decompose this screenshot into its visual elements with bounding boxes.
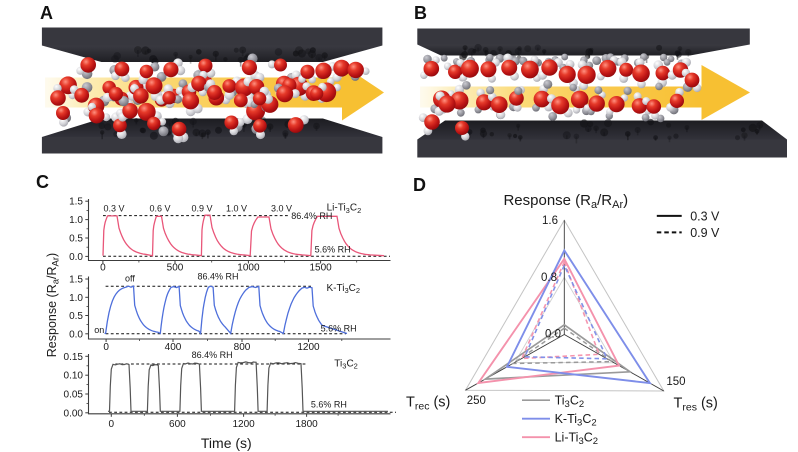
svg-text:0.5: 0.5	[69, 311, 83, 322]
svg-text:600: 600	[169, 419, 186, 430]
svg-text:1.0: 1.0	[69, 293, 83, 304]
svg-text:3.0 V: 3.0 V	[271, 204, 292, 214]
svg-text:86.4% RH: 86.4% RH	[198, 271, 239, 281]
svg-text:Ti3C2: Ti3C2	[334, 358, 358, 370]
svg-text:0.0: 0.0	[69, 329, 83, 340]
svg-text:86.4% RH: 86.4% RH	[192, 350, 233, 360]
svg-text:K-Ti3C2: K-Ti3C2	[327, 283, 361, 295]
svg-text:1.6: 1.6	[542, 215, 558, 227]
svg-text:Response (Ra/RAr): Response (Ra/RAr)	[45, 253, 62, 357]
svg-text:250: 250	[467, 395, 486, 407]
svg-text:1200: 1200	[297, 342, 320, 353]
svg-text:1800: 1800	[295, 419, 318, 430]
svg-text:Ti3C2: Ti3C2	[555, 394, 585, 411]
svg-text:5.6% RH: 5.6% RH	[315, 245, 351, 255]
svg-text:C: C	[36, 172, 49, 192]
svg-text:0.05: 0.05	[64, 390, 84, 401]
svg-text:0.9 V: 0.9 V	[690, 226, 720, 240]
svg-text:86.4% RH: 86.4% RH	[291, 211, 332, 221]
svg-text:0: 0	[109, 419, 115, 430]
svg-text:0.3 V: 0.3 V	[690, 209, 720, 223]
svg-text:0.5: 0.5	[69, 234, 83, 245]
svg-text:B: B	[414, 3, 427, 23]
svg-text:500: 500	[167, 262, 184, 273]
svg-text:0.6 V: 0.6 V	[149, 204, 170, 214]
svg-text:1.0: 1.0	[69, 215, 83, 226]
svg-text:0.9 V: 0.9 V	[191, 204, 212, 214]
svg-text:150: 150	[666, 376, 685, 388]
svg-text:Li-Ti3C2: Li-Ti3C2	[327, 203, 362, 215]
svg-text:1.5: 1.5	[69, 275, 83, 286]
svg-text:0.8: 0.8	[541, 272, 557, 284]
svg-text:Li-Ti3C2: Li-Ti3C2	[555, 431, 598, 448]
svg-text:Response (Ra/RAr): Response (Ra/RAr)	[503, 192, 628, 211]
svg-text:D: D	[413, 175, 426, 195]
svg-text:0.0: 0.0	[545, 329, 561, 341]
svg-text:Time (s): Time (s)	[201, 435, 252, 451]
svg-text:1.5: 1.5	[69, 197, 83, 208]
svg-text:A: A	[40, 3, 53, 23]
svg-text:0.0: 0.0	[69, 252, 83, 263]
svg-text:0: 0	[103, 342, 109, 353]
svg-text:0.00: 0.00	[64, 408, 84, 419]
svg-text:0.15: 0.15	[64, 352, 84, 363]
svg-text:on: on	[94, 325, 104, 335]
svg-text:5.6% RH: 5.6% RH	[311, 400, 347, 410]
svg-text:5.6% RH: 5.6% RH	[321, 324, 357, 334]
svg-text:1200: 1200	[232, 419, 255, 430]
svg-text:1.0 V: 1.0 V	[226, 204, 247, 214]
svg-text:1000: 1000	[237, 262, 260, 273]
svg-text:off: off	[125, 274, 135, 284]
svg-text:800: 800	[234, 342, 251, 353]
svg-text:0.10: 0.10	[64, 371, 84, 382]
svg-text:400: 400	[165, 342, 182, 353]
svg-text:K-Ti3C2: K-Ti3C2	[555, 412, 597, 429]
svg-text:0: 0	[100, 262, 106, 273]
svg-text:0.3 V: 0.3 V	[103, 204, 124, 214]
svg-text:1500: 1500	[309, 262, 332, 273]
